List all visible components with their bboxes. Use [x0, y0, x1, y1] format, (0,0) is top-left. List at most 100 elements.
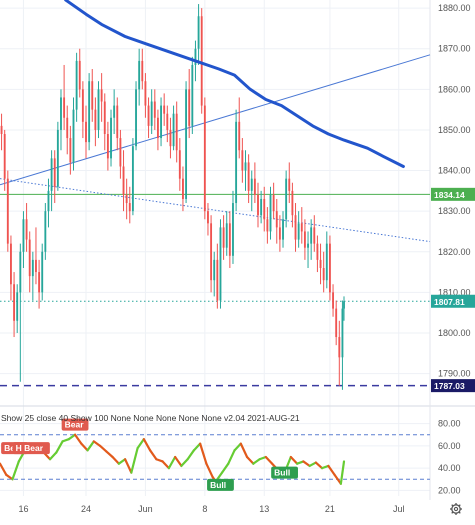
candle-up	[343, 301, 345, 309]
indicator-segment	[136, 438, 145, 450]
candle-down	[288, 178, 291, 191]
indicator-segment	[239, 442, 249, 459]
indicator-segment	[321, 464, 330, 470]
candle-down	[291, 190, 294, 216]
candle-up	[310, 227, 313, 244]
candle-down	[144, 81, 147, 106]
price-tick-label: 1860.00	[438, 84, 471, 94]
candle-down	[263, 198, 266, 220]
candle-up	[150, 101, 153, 126]
candle-down	[228, 223, 231, 256]
candle-up	[307, 243, 309, 248]
candle-down	[316, 243, 319, 260]
settings-gear-icon[interactable]	[450, 503, 462, 515]
candle-down	[210, 223, 213, 281]
candle-up	[138, 60, 141, 90]
candle-down	[222, 227, 225, 248]
candle-down	[335, 308, 338, 338]
indicator-segment	[117, 458, 127, 465]
candle-down	[253, 178, 256, 195]
candle-down	[91, 81, 94, 110]
candle-down	[175, 113, 178, 151]
candle-up	[44, 211, 47, 252]
candle-down	[300, 223, 303, 232]
candle-down	[266, 219, 269, 232]
candle-up	[285, 178, 288, 220]
candle-down	[178, 150, 181, 179]
candle-down	[141, 60, 144, 82]
candle-down	[94, 109, 97, 130]
indicator-segment	[142, 438, 152, 452]
candle-down	[247, 162, 250, 191]
price-label-text: 1807.81	[434, 297, 465, 307]
candle-up	[113, 105, 116, 118]
candle-down	[163, 105, 166, 114]
candle-down	[103, 101, 106, 134]
candle-down	[303, 231, 306, 248]
candle-down	[275, 211, 278, 228]
candle-down	[188, 89, 191, 126]
candle-down	[319, 259, 322, 268]
candle-up	[97, 89, 100, 130]
indicator-segment	[123, 458, 133, 474]
candle-down	[122, 166, 125, 195]
candle-up	[250, 178, 253, 191]
candle-up	[22, 219, 25, 252]
price-label-box	[431, 294, 475, 308]
indicator-segment	[295, 460, 305, 465]
candle-down	[156, 117, 159, 139]
candle-down	[203, 105, 206, 212]
candle-down	[106, 134, 109, 159]
date-tick-label: 13	[259, 504, 269, 514]
indicator-segment	[86, 440, 95, 452]
horizontal-levels	[0, 193, 430, 387]
date-tick-label: 24	[81, 504, 91, 514]
candle-down	[28, 239, 31, 277]
date-tick-label: Jul	[393, 504, 405, 514]
candle-down	[153, 101, 156, 118]
indicator-segment	[339, 460, 346, 485]
date-tick-label: Jun	[138, 504, 153, 514]
candle-down	[200, 16, 203, 106]
indicator-tag-box	[12, 442, 50, 455]
indicator-segment	[252, 458, 261, 465]
candle-up	[260, 198, 263, 216]
indicator-segment	[105, 450, 114, 459]
candle-down	[35, 259, 37, 273]
candle-up	[110, 117, 112, 159]
candle-down	[116, 105, 119, 139]
indicator-label: Show 25 close 40 Show 100 None None None…	[1, 413, 300, 423]
candle-down	[182, 178, 184, 199]
price-tick-label: 1820.00	[438, 247, 471, 257]
candle-up	[232, 203, 234, 256]
candle-down	[10, 243, 12, 285]
indicator-segment	[314, 461, 324, 470]
date-axis[interactable]: 16 24 Jun 8 13 21 Jul	[18, 504, 404, 514]
indicator-tick-label: 80.00	[438, 419, 461, 429]
price-label-text: 1787.03	[434, 381, 465, 391]
candle-down	[25, 219, 28, 240]
price-tick-label: 1830.00	[438, 206, 471, 216]
indicator-tag-box	[271, 466, 298, 479]
indicator-tick-label: 20.00	[438, 485, 461, 495]
candle-up	[56, 129, 59, 187]
price-tick-label: 1790.00	[438, 369, 471, 379]
candle-down	[119, 138, 122, 167]
candle-down	[125, 194, 128, 204]
candle-up	[282, 219, 284, 240]
moving-average-line	[64, 0, 405, 168]
price-label-text: 1834.14	[434, 190, 465, 200]
indicator-segment	[227, 449, 236, 465]
price-tick-label: 1810.00	[438, 287, 471, 297]
price-axis[interactable]: 1880.00 1870.00 1860.00 1850.00 1840.00 1830.…	[438, 3, 471, 378]
candle-down	[100, 89, 103, 102]
trendline	[0, 178, 431, 243]
candle-down	[238, 121, 241, 151]
candle-down	[0, 125, 3, 134]
candle-up	[235, 121, 238, 204]
indicator-segment	[220, 462, 230, 474]
candle-up	[47, 190, 50, 212]
bear-signal-tag: H Bear	[16, 443, 44, 453]
